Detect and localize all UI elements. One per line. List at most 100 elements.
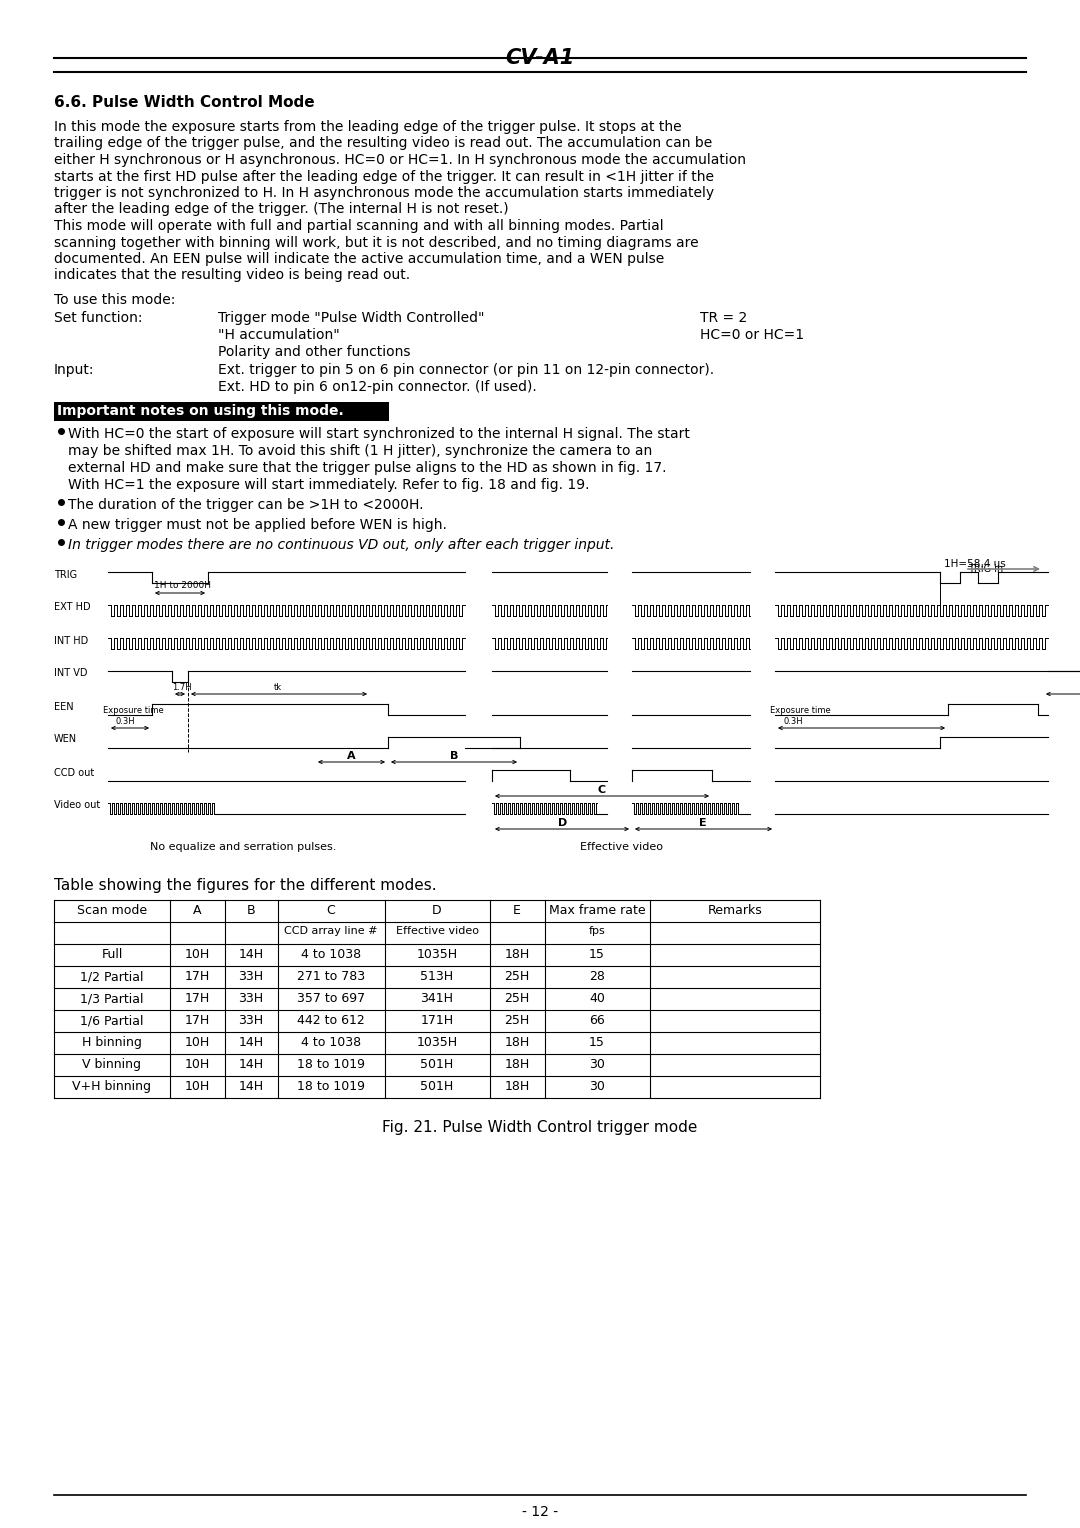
Text: Important notes on using this mode.: Important notes on using this mode. [57, 403, 343, 419]
Text: C: C [326, 905, 336, 917]
Text: TR = 2: TR = 2 [700, 312, 747, 325]
Text: D: D [558, 817, 567, 828]
Text: D: D [432, 905, 442, 917]
Text: Effective video: Effective video [395, 926, 478, 937]
Text: WEN: WEN [54, 735, 77, 744]
Text: CCD out: CCD out [54, 767, 94, 778]
Text: 1035H: 1035H [417, 947, 458, 961]
Text: 66: 66 [589, 1015, 605, 1027]
Text: 15: 15 [589, 947, 605, 961]
Text: Scan mode: Scan mode [77, 905, 147, 917]
Text: CV-A1: CV-A1 [505, 47, 575, 69]
Text: 14H: 14H [239, 1057, 264, 1071]
Text: trigger is not synchronized to H. In H asynchronous mode the accumulation starts: trigger is not synchronized to H. In H a… [54, 186, 714, 200]
Text: 10H: 10H [185, 947, 210, 961]
Text: Set function:: Set function: [54, 312, 143, 325]
Text: trailing edge of the trigger pulse, and the resulting video is read out. The acc: trailing edge of the trigger pulse, and … [54, 136, 712, 150]
Text: 18H: 18H [504, 1057, 529, 1071]
Text: 18 to 1019: 18 to 1019 [297, 1057, 365, 1071]
Text: 513H: 513H [420, 970, 454, 983]
Text: 4 to 1038: 4 to 1038 [301, 947, 361, 961]
Text: 15: 15 [589, 1036, 605, 1050]
Text: 25H: 25H [504, 970, 529, 983]
Text: 33H: 33H [239, 992, 264, 1005]
Text: external HD and make sure that the trigger pulse aligns to the HD as shown in fi: external HD and make sure that the trigg… [68, 461, 666, 475]
Text: This mode will operate with full and partial scanning and with all binning modes: This mode will operate with full and par… [54, 219, 663, 232]
Text: 14H: 14H [239, 947, 264, 961]
Text: In this mode the exposure starts from the leading edge of the trigger pulse. It : In this mode the exposure starts from th… [54, 121, 681, 134]
Text: 0.3H: 0.3H [783, 717, 802, 726]
Text: Video out: Video out [54, 801, 100, 810]
Text: after the leading edge of the trigger. (The internal H is not reset.): after the leading edge of the trigger. (… [54, 203, 509, 217]
Text: Full: Full [102, 947, 123, 961]
Text: 1.7H: 1.7H [172, 683, 191, 692]
Text: 14H: 14H [239, 1036, 264, 1050]
Text: B: B [246, 905, 255, 917]
Text: INT HD: INT HD [54, 636, 89, 645]
Text: starts at the first HD pulse after the leading edge of the trigger. It can resul: starts at the first HD pulse after the l… [54, 170, 714, 183]
Text: Fig. 21. Pulse Width Control trigger mode: Fig. 21. Pulse Width Control trigger mod… [382, 1120, 698, 1135]
Text: B: B [450, 750, 458, 761]
Text: EXT HD: EXT HD [54, 602, 91, 613]
Text: Table showing the figures for the different modes.: Table showing the figures for the differ… [54, 879, 436, 892]
Text: 171H: 171H [420, 1015, 454, 1027]
Text: A: A [192, 905, 201, 917]
Text: 501H: 501H [420, 1057, 454, 1071]
Text: 33H: 33H [239, 1015, 264, 1027]
Text: V+H binning: V+H binning [72, 1080, 151, 1093]
Text: 30: 30 [589, 1080, 605, 1093]
Text: V binning: V binning [82, 1057, 141, 1071]
Text: 18H: 18H [504, 947, 529, 961]
Text: Polarity and other functions: Polarity and other functions [218, 345, 410, 359]
Text: C: C [598, 785, 606, 795]
Text: 40: 40 [589, 992, 605, 1005]
Text: 1/2 Partial: 1/2 Partial [80, 970, 144, 983]
Text: EEN: EEN [54, 701, 73, 712]
Text: E: E [699, 817, 706, 828]
Text: tk: tk [274, 683, 282, 692]
Text: 1/6 Partial: 1/6 Partial [80, 1015, 144, 1027]
Text: indicates that the resulting video is being read out.: indicates that the resulting video is be… [54, 269, 410, 283]
Text: 33H: 33H [239, 970, 264, 983]
Text: Exposure time: Exposure time [103, 706, 164, 715]
Text: 1/3 Partial: 1/3 Partial [80, 992, 144, 1005]
Text: 501H: 501H [420, 1080, 454, 1093]
Text: In trigger modes there are no continuous VD out, only after each trigger input.: In trigger modes there are no continuous… [68, 538, 615, 552]
Text: Ext. trigger to pin 5 on 6 pin connector (or pin 11 on 12-pin connector).: Ext. trigger to pin 5 on 6 pin connector… [218, 364, 714, 377]
Text: E: E [513, 905, 521, 917]
Text: Exposure time: Exposure time [770, 706, 831, 715]
Text: 18H: 18H [504, 1080, 529, 1093]
Text: 10H: 10H [185, 1057, 210, 1071]
Text: 17H: 17H [185, 970, 210, 983]
Text: To use this mode:: To use this mode: [54, 293, 175, 307]
Text: 14H: 14H [239, 1080, 264, 1093]
Text: With HC=0 the start of exposure will start synchronized to the internal H signal: With HC=0 the start of exposure will sta… [68, 426, 690, 442]
Text: 442 to 612: 442 to 612 [297, 1015, 365, 1027]
Text: 6.6. Pulse Width Control Mode: 6.6. Pulse Width Control Mode [54, 95, 314, 110]
Text: Effective video: Effective video [580, 842, 662, 853]
Text: Input:: Input: [54, 364, 95, 377]
Bar [54, 402, 389, 422]
Text: Remarks: Remarks [707, 905, 762, 917]
Text: 10H: 10H [185, 1036, 210, 1050]
Text: - 12 -: - 12 - [522, 1505, 558, 1519]
Text: 341H: 341H [420, 992, 454, 1005]
Text: 271 to 783: 271 to 783 [297, 970, 365, 983]
Text: Trigger mode "Pulse Width Controlled": Trigger mode "Pulse Width Controlled" [218, 312, 485, 325]
Text: 28: 28 [589, 970, 605, 983]
Text: TRIG: TRIG [54, 570, 77, 579]
Text: Ext. HD to pin 6 on12-pin connector. (If used).: Ext. HD to pin 6 on12-pin connector. (If… [218, 380, 537, 394]
Text: HC=0 or HC=1: HC=0 or HC=1 [700, 329, 805, 342]
Text: 18H: 18H [504, 1036, 529, 1050]
Text: 4 to 1038: 4 to 1038 [301, 1036, 361, 1050]
Text: H binning: H binning [82, 1036, 141, 1050]
Text: 17H: 17H [185, 1015, 210, 1027]
Text: A: A [347, 750, 355, 761]
Text: documented. An EEN pulse will indicate the active accumulation time, and a WEN p: documented. An EEN pulse will indicate t… [54, 252, 664, 266]
Text: 1H=58.4 us: 1H=58.4 us [944, 559, 1005, 568]
Text: 17H: 17H [185, 992, 210, 1005]
Text: 1035H: 1035H [417, 1036, 458, 1050]
Text: 18 to 1019: 18 to 1019 [297, 1080, 365, 1093]
Text: "H accumulation": "H accumulation" [218, 329, 340, 342]
Text: TRIG in: TRIG in [968, 564, 1003, 575]
